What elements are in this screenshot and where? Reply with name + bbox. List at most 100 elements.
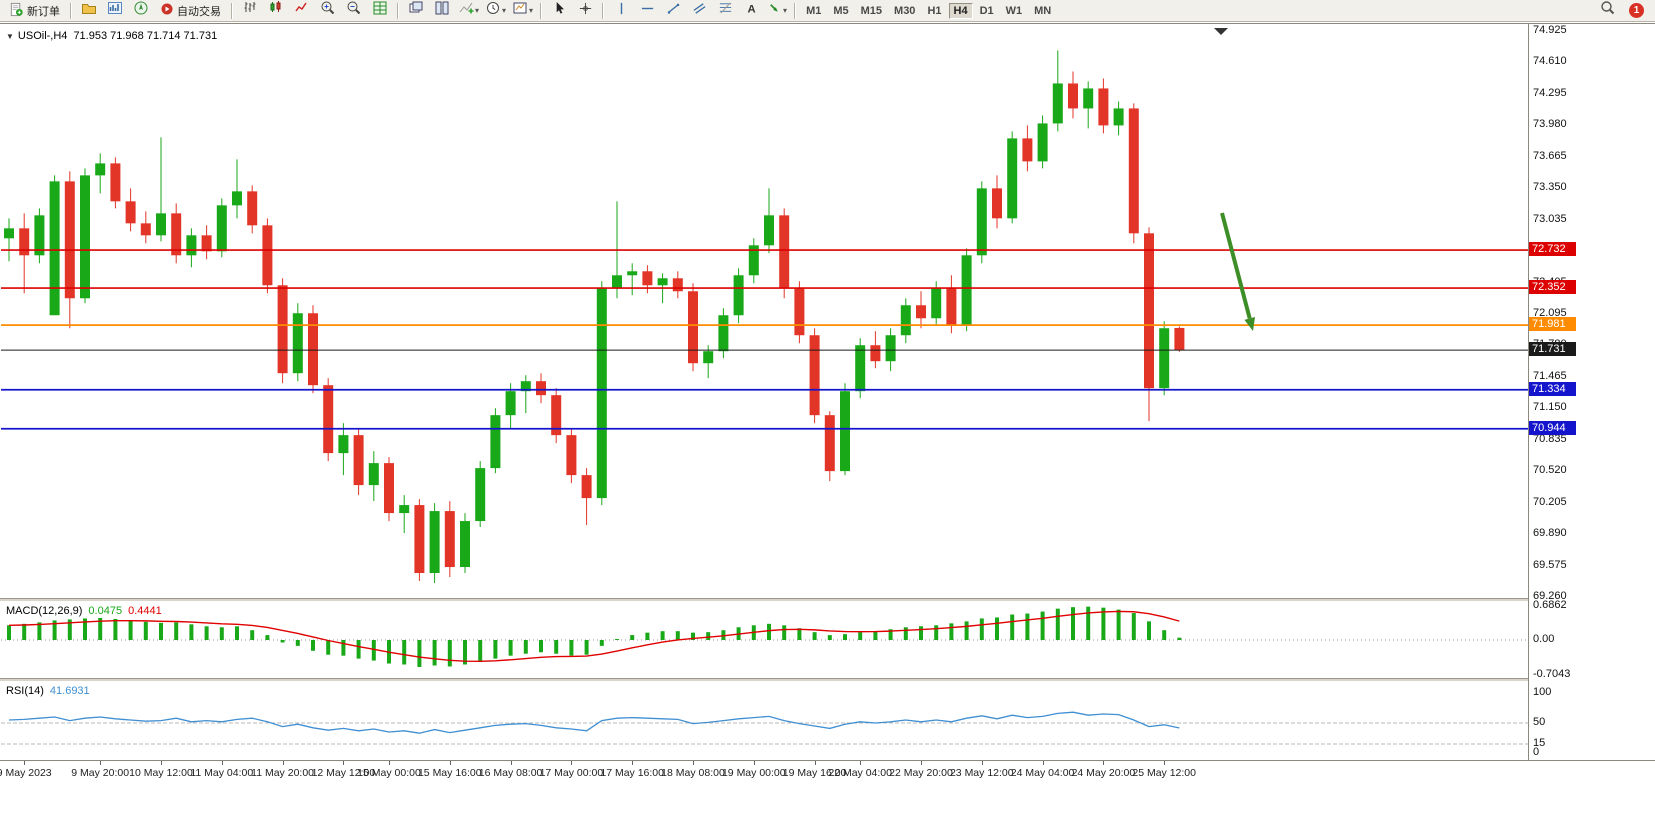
period-menu-button[interactable]: ▾ <box>482 0 509 22</box>
candle-body <box>216 205 227 252</box>
panel-separator[interactable] <box>0 598 1655 602</box>
macd-bar <box>599 640 604 646</box>
candles-layer <box>4 50 1185 584</box>
zoom-out-button[interactable] <box>341 0 367 22</box>
symbol-label: USOil-,H4 <box>17 30 68 42</box>
trendline-tool-button[interactable] <box>660 0 686 22</box>
price-tick: 71.465 <box>1533 369 1567 382</box>
dropdown-arrow-icon: ▾ <box>475 6 480 15</box>
profiles-button[interactable] <box>76 0 102 22</box>
line-chart-mode-button[interactable] <box>289 0 315 22</box>
candle-body <box>49 181 60 316</box>
candle-body <box>490 415 501 469</box>
timeframe-m15-button[interactable]: M15 <box>860 4 883 17</box>
zoom-in-button[interactable] <box>315 0 341 22</box>
macd-bar <box>83 618 87 640</box>
navigator-button[interactable] <box>128 0 154 22</box>
notification-badge[interactable]: 1 <box>1629 3 1644 18</box>
cursor-tool-button[interactable] <box>546 0 572 22</box>
candle-body <box>262 225 273 286</box>
time-label: 11 May 04:00 <box>190 767 254 779</box>
price-line-label: 72.732 <box>1529 242 1576 257</box>
text-tool-button[interactable]: A <box>738 0 764 22</box>
macd-bar <box>949 623 954 640</box>
time-tick <box>389 761 390 765</box>
candlestick-mode-button[interactable] <box>263 0 289 22</box>
price-tick: 69.260 <box>1533 590 1567 602</box>
price-line-label: 70.944 <box>1529 420 1576 435</box>
macd-bar <box>706 632 711 640</box>
macd-bar <box>128 620 133 640</box>
candle-body <box>1068 83 1078 109</box>
search-button[interactable] <box>1595 0 1621 22</box>
price-line-label: 71.731 <box>1529 342 1576 357</box>
time-axis[interactable]: 9 May 2023 9 May 20:00 10 May 12:00 11 May … <box>0 760 1655 829</box>
time-tick <box>100 761 102 765</box>
tile-vertical-button[interactable] <box>429 0 455 22</box>
fibonacci-tool-button[interactable] <box>712 0 738 22</box>
macd-name: MACD(12,26,9) <box>6 605 83 617</box>
bar-chart-mode-button[interactable] <box>237 0 263 22</box>
market-watch-button[interactable] <box>102 0 128 22</box>
candlestick-icon <box>268 0 284 21</box>
candle-body <box>840 391 850 472</box>
timeframe-w1-button[interactable]: W1 <box>1005 4 1023 17</box>
macd-bar <box>235 626 239 640</box>
channel-tool-button[interactable] <box>686 0 712 22</box>
horizontal-line-tool-button[interactable] <box>634 0 660 22</box>
trendline-icon <box>666 1 681 21</box>
autotrading-button[interactable]: 自动交易 <box>154 0 227 22</box>
candle-body <box>718 315 729 352</box>
timeframe-m5-button[interactable]: M5 <box>833 4 849 17</box>
new-order-button[interactable]: 新订单 <box>3 0 66 22</box>
candle-body <box>292 313 303 374</box>
rsi-panel[interactable] <box>1 682 1528 760</box>
macd-axis-label: -0.7043 <box>1533 667 1571 680</box>
macd-bar <box>159 622 163 640</box>
macd-bar <box>1025 613 1030 640</box>
time-tick <box>981 761 983 765</box>
candle-body <box>19 228 30 256</box>
time-tick <box>1103 761 1105 765</box>
candle-body <box>885 335 896 362</box>
candle-body <box>748 245 759 276</box>
tile-windows-button[interactable] <box>367 0 393 22</box>
macd-bar <box>1147 621 1151 640</box>
macd-bar <box>295 640 300 646</box>
toolbar-separator <box>70 2 72 19</box>
macd-bar <box>265 635 270 640</box>
macd-panel[interactable] <box>1 602 1528 678</box>
price-axis[interactable]: 74.925 74.610 74.295 73.980 73.665 73.350 73.0… <box>1528 24 1655 760</box>
macd-bar <box>143 621 148 640</box>
panel-separator[interactable] <box>0 678 1655 682</box>
candle-body <box>475 468 486 522</box>
add-indicator-button[interactable]: ▾ <box>455 0 482 22</box>
time-label: 22 May 20:00 <box>889 767 953 779</box>
vertical-line-icon <box>614 1 629 21</box>
timeframe-d1-button[interactable]: D1 <box>979 4 994 17</box>
timeframe-m30-button[interactable]: M30 <box>894 4 916 17</box>
shapes-tool-button[interactable]: ▾ <box>764 0 790 22</box>
cascade-windows-button[interactable] <box>403 0 429 22</box>
macd-bar <box>280 640 285 643</box>
timeframe-h4-button[interactable]: H4 <box>948 2 973 19</box>
price-tick: 74.295 <box>1533 86 1567 99</box>
time-tick <box>221 761 223 765</box>
macd-bar <box>767 623 771 640</box>
time-tick <box>860 761 862 765</box>
macd-bar <box>554 640 559 654</box>
vertical-line-tool-button[interactable] <box>608 0 634 22</box>
crosshair-tool-button[interactable] <box>572 0 598 22</box>
candle-body <box>703 351 714 364</box>
timeframe-mn-button[interactable]: MN <box>1034 4 1052 17</box>
macd-bar <box>7 625 11 640</box>
macd-bar <box>311 640 315 651</box>
candle-body <box>536 381 546 396</box>
template-menu-button[interactable]: ▾ <box>509 0 536 22</box>
main-price-chart[interactable] <box>1 26 1528 598</box>
timeframe-h1-button[interactable]: H1 <box>927 4 942 17</box>
macd-bar <box>432 640 437 666</box>
candle-body <box>399 505 410 514</box>
timeframe-m1-button[interactable]: M1 <box>806 4 822 17</box>
macd-bar <box>341 640 346 656</box>
